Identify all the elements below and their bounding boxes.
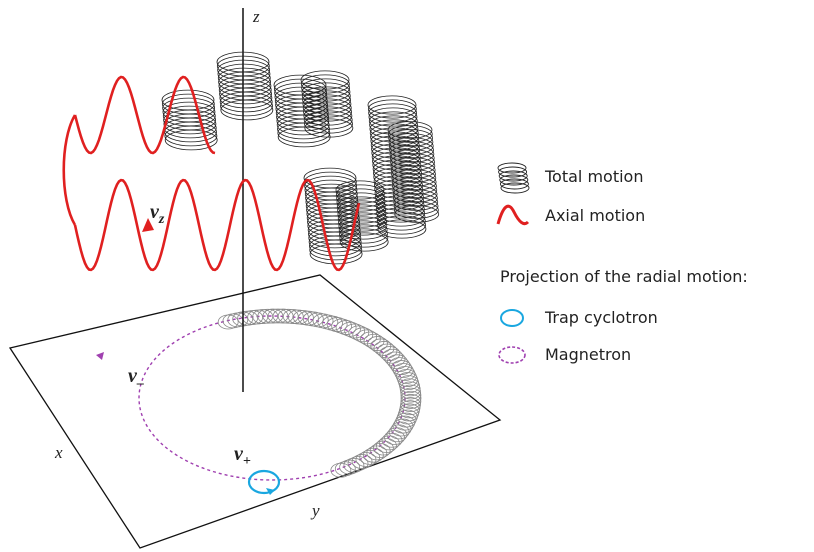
helix-loop — [218, 68, 270, 88]
legend-label: Magnetron — [545, 345, 631, 364]
legend-helix-icon — [498, 163, 529, 193]
penning-trap-motion-diagram: z x y νz ν– ν+ Total motion Axial motion… — [0, 0, 814, 552]
helix-loop — [220, 88, 272, 108]
subscript: + — [243, 454, 251, 469]
legend: Total motion Axial motion Projection of … — [498, 163, 748, 364]
helix-layer — [162, 52, 439, 264]
helix-loop — [274, 75, 326, 95]
helix-loop — [219, 76, 271, 96]
helix-loop — [163, 106, 215, 126]
helix-loop — [220, 92, 272, 112]
helix-loop — [165, 126, 217, 146]
helix-loop — [370, 116, 418, 134]
helix-loop — [218, 64, 270, 84]
helix-loop — [165, 122, 217, 142]
helix-loop — [369, 104, 417, 122]
arrow-head — [96, 352, 104, 360]
helix-loop — [369, 112, 417, 130]
xy-plane — [10, 275, 500, 548]
cyclotron-ring — [401, 398, 421, 412]
wave-layer — [64, 77, 359, 270]
legend-label: Trap cyclotron — [544, 308, 658, 327]
helix-loop — [369, 108, 417, 126]
magnetron-orbit — [139, 316, 405, 480]
legend-label: Axial motion — [545, 206, 645, 225]
helix-loop — [220, 84, 272, 104]
helix-loop — [221, 96, 273, 116]
helix-loop — [164, 118, 216, 138]
cyclotron-frequency-label: ν+ — [234, 443, 251, 469]
helix-loop — [310, 244, 362, 264]
helix-loop — [221, 100, 273, 120]
helix-loop — [368, 100, 416, 118]
cyclotron-orbit — [249, 471, 279, 493]
ring-layer — [96, 309, 421, 495]
helix-loop — [368, 96, 416, 114]
legend-wave-icon — [498, 206, 528, 224]
subscript: – — [136, 376, 144, 391]
axial-frequency-label: νz — [150, 201, 165, 227]
page: {"axes": {"z": "z", "x": "x", "y": "y"},… — [0, 0, 814, 552]
z-axis-label: z — [252, 7, 260, 26]
legend-heading: Projection of the radial motion: — [500, 267, 748, 286]
helix-loop — [340, 229, 388, 247]
helix-loop — [164, 110, 216, 130]
axial-wave — [64, 115, 75, 225]
helix-loop — [340, 225, 388, 243]
magnetron-frequency-label: ν– — [128, 365, 144, 391]
legend-magnetron-icon — [499, 347, 525, 363]
legend-label: Total motion — [544, 167, 643, 186]
helix-loop — [339, 221, 387, 239]
y-axis-label: y — [310, 501, 320, 520]
helix-loop — [219, 72, 271, 92]
legend-cyclotron-icon — [501, 310, 523, 326]
cyclotron-ring — [401, 394, 421, 408]
helix-loop — [164, 114, 216, 134]
helix-loop — [219, 80, 271, 100]
subscript: z — [158, 212, 165, 227]
plane-layer — [10, 275, 500, 548]
x-axis-label: x — [54, 443, 63, 462]
